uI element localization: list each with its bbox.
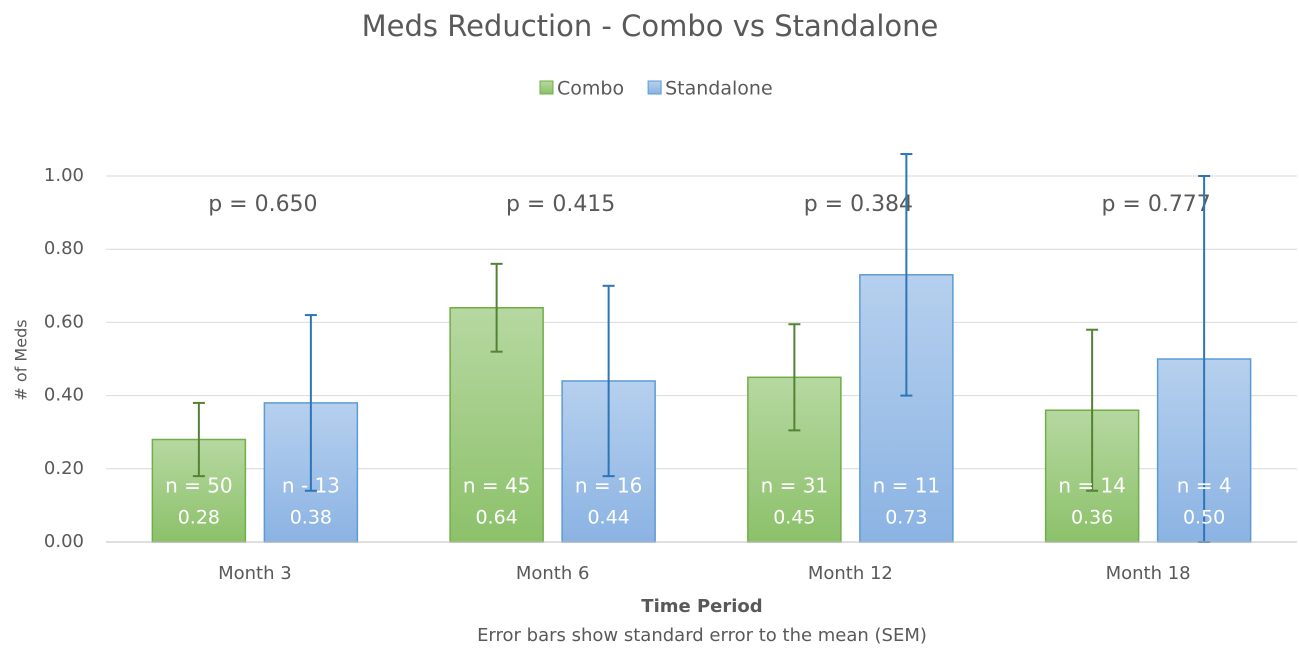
n-label: n = 4 bbox=[1177, 474, 1232, 498]
y-tick-label: 0.60 bbox=[44, 311, 84, 332]
note: Error bars show standard error to the me… bbox=[477, 625, 927, 646]
value-label: 0.38 bbox=[290, 507, 332, 529]
x-axis-title: Time Period bbox=[641, 596, 762, 617]
chart-title: Meds Reduction - Combo vs Standalone bbox=[362, 9, 939, 43]
annotation: p = 0.384 bbox=[804, 192, 913, 217]
x-tick-label: Month 12 bbox=[808, 563, 893, 584]
value-label: 0.36 bbox=[1071, 507, 1113, 529]
annotation: p = 0.415 bbox=[506, 192, 615, 217]
x-tick-label: Month 3 bbox=[218, 563, 292, 584]
error-bar bbox=[490, 262, 503, 353]
n-label: n = 45 bbox=[463, 474, 531, 498]
value-label: 0.64 bbox=[475, 507, 517, 529]
error-bar bbox=[602, 284, 615, 478]
y-tick-label: 0.20 bbox=[44, 458, 84, 479]
y-axis-title: # of Meds bbox=[12, 319, 31, 400]
error-bar bbox=[788, 323, 801, 432]
x-tick-label: Month 18 bbox=[1106, 563, 1191, 584]
y-tick-label: 1.00 bbox=[44, 165, 84, 186]
error-bar bbox=[304, 314, 317, 492]
n-label: n = 11 bbox=[873, 474, 941, 498]
y-tick-label: 0.40 bbox=[44, 385, 84, 406]
legend-label: Combo bbox=[557, 78, 624, 100]
value-label: 0.73 bbox=[885, 507, 927, 529]
y-tick-label: 0.80 bbox=[44, 238, 84, 259]
legend-swatch bbox=[539, 80, 554, 95]
value-label: 0.50 bbox=[1183, 507, 1225, 529]
legend-label: Standalone bbox=[665, 78, 773, 100]
x-tick-label: Month 6 bbox=[516, 563, 590, 584]
value-label: 0.28 bbox=[178, 507, 220, 529]
error-bar bbox=[900, 153, 913, 397]
n-label: n = 31 bbox=[761, 474, 829, 498]
value-label: 0.44 bbox=[587, 507, 629, 529]
n-label: n = 50 bbox=[165, 474, 233, 498]
n-label: n - 13 bbox=[282, 474, 340, 498]
n-label: n = 16 bbox=[575, 474, 643, 498]
error-bar bbox=[1086, 328, 1099, 492]
y-tick-label: 0.00 bbox=[44, 531, 84, 552]
error-bar bbox=[192, 401, 205, 478]
value-label: 0.45 bbox=[773, 507, 815, 529]
n-label: n = 14 bbox=[1058, 474, 1126, 498]
annotation: p = 0.777 bbox=[1101, 192, 1210, 217]
annotation: p = 0.650 bbox=[208, 192, 317, 217]
legend-swatch bbox=[647, 80, 662, 95]
